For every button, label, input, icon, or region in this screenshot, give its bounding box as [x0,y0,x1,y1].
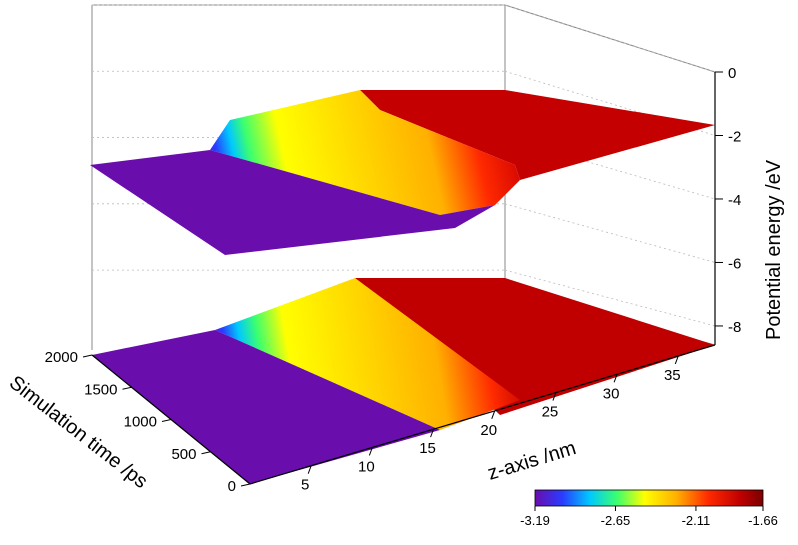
x-tick-mark [613,374,618,383]
floor-red-region [355,278,715,415]
floor-surface [92,278,715,484]
surface-red-plateau [360,90,715,180]
colorbar-tick-label: -2.65 [601,513,631,528]
x-axis-label: z-axis /nm [485,437,579,485]
surface-step-band [210,90,520,215]
y-tick-mark [161,419,172,422]
x-tick-mark [491,410,496,420]
floor-purple-region [92,330,440,484]
grid-line-right-wall [504,4,716,73]
z-tick-label: -6 [728,255,741,272]
x-tick-mark [552,392,557,401]
x-tick-mark [307,465,312,474]
colorbar-tick-label: -1.66 [748,513,778,528]
y-axis-label: Simulation time /ps [5,372,152,493]
z-tick-label: 0 [728,65,736,82]
x-tick-mark [674,355,679,365]
x-axis-ticks: 5 10 15 20 25 30 35 [301,355,681,494]
z-axis-ticks: 0 -2 -4 -6 -8 [715,65,741,336]
surface-purple-plateau [90,150,495,255]
grid-line-right-wall [504,203,716,263]
x-tick-label: 35 [664,367,681,384]
x-tick-label: 5 [301,477,309,494]
y-tick-label: 500 [171,446,196,463]
colorbar-tick-label: -3.19 [520,513,550,528]
y-tick-label: 1000 [124,414,157,431]
y-tick-label: 1500 [84,381,117,398]
z-tick-label: -8 [728,319,741,336]
y-tick-label: 2000 [45,349,78,366]
grid-line-right-wall [504,269,716,327]
y-tick-label: 0 [228,478,236,495]
energy-surface [90,90,715,255]
x-tick-label: 25 [542,404,559,421]
x-tick-label: 10 [358,458,375,475]
y-tick-mark [122,386,132,390]
x-tick-label: 15 [419,440,436,457]
colorbar-gradient [534,489,764,507]
y-axis-ticks: 0 500 1000 1500 2000 [45,349,251,495]
z-axis-label: Potential energy /eV [763,159,785,340]
colorbar-tick-label: -2.11 [682,513,711,528]
x-tick-label: 20 [480,422,497,439]
y-tick-mark [201,451,211,455]
z-tick-label: -2 [728,128,741,145]
x-tick-mark [430,428,435,438]
z-tick-label: -4 [728,192,741,209]
x-tick-mark [368,447,373,456]
y-tick-mark [82,354,93,358]
y-tick-mark [240,483,251,487]
colorbar-ticks: -3.19 -2.65 -2.11 -1.66 [520,506,778,528]
x-tick-label: 30 [603,385,620,402]
colorbar: -3.19 -2.65 -2.11 -1.66 [520,489,778,528]
floor-gradient-band [215,278,520,430]
grid-line-right-wall [504,70,716,136]
